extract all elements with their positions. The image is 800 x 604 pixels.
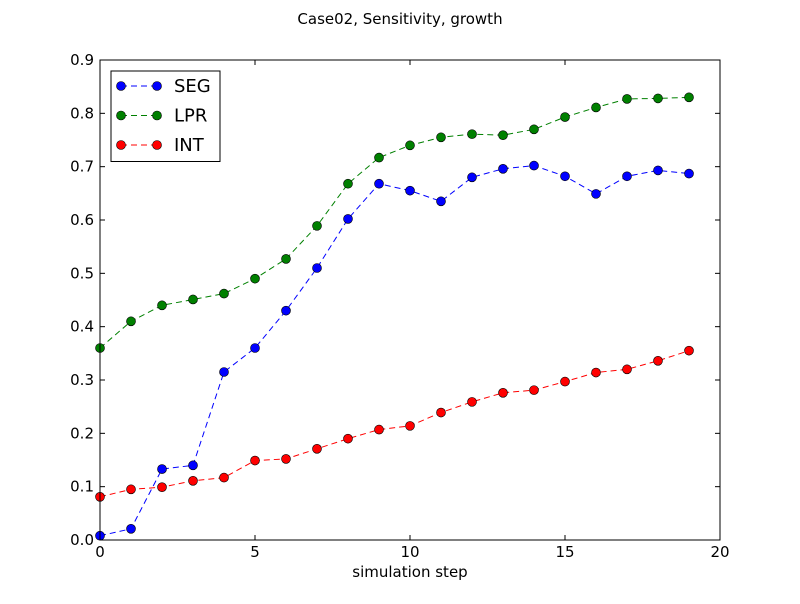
legend: SEG LPR INT (110, 70, 221, 162)
x-tick-label: 15 (555, 543, 574, 561)
x-tick-label: 0 (95, 543, 105, 561)
data-point-seg (250, 343, 260, 353)
data-point-lpr (436, 132, 446, 143)
data-point-seg (684, 168, 694, 179)
data-point-seg (374, 178, 384, 189)
data-point-int (157, 482, 167, 493)
data-point-int (436, 407, 446, 418)
y-tick-label: 0.4 (70, 318, 94, 336)
data-point-lpr (467, 129, 477, 139)
y-tick-label: 0.3 (70, 371, 94, 389)
data-point-lpr (405, 140, 415, 151)
legend-item-lpr: LPR (116, 106, 207, 127)
data-point-seg (157, 464, 167, 474)
y-tick-label: 0.8 (70, 104, 94, 122)
data-point-seg (653, 165, 663, 176)
data-point-int (560, 376, 570, 387)
data-point-int (622, 364, 632, 375)
legend-marker-lpr (152, 110, 162, 121)
y-tick-label: 0.7 (70, 158, 94, 176)
data-point-int (188, 475, 198, 486)
data-point-lpr (126, 316, 136, 327)
data-point-lpr (343, 178, 353, 189)
data-point-seg (126, 523, 136, 534)
series-layer (95, 92, 694, 541)
data-point-int (126, 484, 136, 495)
data-point-int (219, 472, 229, 483)
legend-box (110, 70, 221, 162)
data-point-lpr (653, 93, 663, 104)
data-point-seg (219, 367, 229, 377)
data-point-int (498, 387, 508, 398)
legend-label-lpr: LPR (174, 106, 207, 127)
data-point-int (343, 433, 353, 444)
data-point-lpr (250, 273, 260, 284)
series-line-int (99, 350, 690, 498)
data-point-seg (591, 189, 601, 199)
data-point-seg (529, 160, 539, 171)
data-point-lpr (157, 300, 167, 311)
legend-label-int: INT (174, 135, 205, 156)
data-point-lpr (560, 112, 570, 122)
y-tick-label: 0.0 (70, 531, 94, 549)
data-point-int (467, 397, 477, 407)
data-point-int (684, 345, 694, 356)
data-point-lpr (591, 102, 601, 113)
data-point-int (529, 385, 539, 395)
series-line-lpr (99, 96, 690, 349)
x-tick-label: 5 (250, 543, 260, 561)
data-point-seg (498, 164, 508, 174)
data-point-lpr (312, 221, 322, 231)
data-point-int (405, 421, 415, 431)
data-point-int (281, 454, 291, 464)
y-tick-label: 0.6 (70, 211, 94, 229)
data-point-seg (436, 196, 446, 207)
data-point-lpr (374, 152, 384, 163)
y-tick-label: 0.9 (70, 51, 94, 69)
data-point-int (250, 455, 260, 466)
data-point-seg (312, 263, 322, 273)
data-point-seg (405, 185, 415, 196)
series-seg (95, 160, 694, 541)
series-line-seg (99, 165, 690, 537)
data-point-seg (281, 305, 291, 316)
y-tick-label: 0.2 (70, 424, 94, 442)
legend-item-int: INT (116, 135, 205, 156)
data-point-seg (188, 460, 198, 471)
chart-title: Case02, Sensitivity, growth (297, 10, 502, 28)
ticks-layer: 0 5 10 15 20 0.0 0.1 0.2 0.3 0.4 0.5 0.6 0.7 0.8 0.9 (70, 51, 729, 561)
data-point-lpr (188, 294, 198, 305)
legend-marker-seg (116, 81, 126, 91)
data-point-lpr (684, 92, 694, 103)
data-point-seg (622, 171, 632, 182)
data-point-seg (560, 171, 570, 182)
data-point-lpr (281, 254, 291, 264)
legend-label-seg: SEG (174, 76, 211, 97)
legend-marker-seg (152, 81, 162, 91)
x-axis-label: simulation step (352, 563, 467, 581)
data-point-int (312, 443, 322, 454)
data-point-lpr (529, 124, 539, 135)
legend-marker-int (152, 140, 162, 150)
x-tick-label: 20 (710, 543, 729, 561)
x-tick-label: 10 (400, 543, 419, 561)
legend-marker-int (116, 140, 126, 150)
data-point-int (653, 355, 663, 366)
data-point-int (374, 424, 384, 435)
legend-marker-lpr (116, 110, 126, 121)
series-int (95, 345, 694, 502)
data-point-seg (343, 214, 353, 224)
data-point-int (591, 367, 601, 378)
series-lpr (95, 92, 694, 353)
y-tick-label: 0.5 (70, 264, 94, 282)
data-point-seg (467, 172, 477, 183)
y-tick-label: 0.1 (70, 478, 94, 496)
data-point-lpr (498, 130, 508, 140)
data-point-lpr (622, 94, 632, 104)
data-point-lpr (219, 288, 229, 299)
legend-item-seg: SEG (116, 76, 211, 97)
